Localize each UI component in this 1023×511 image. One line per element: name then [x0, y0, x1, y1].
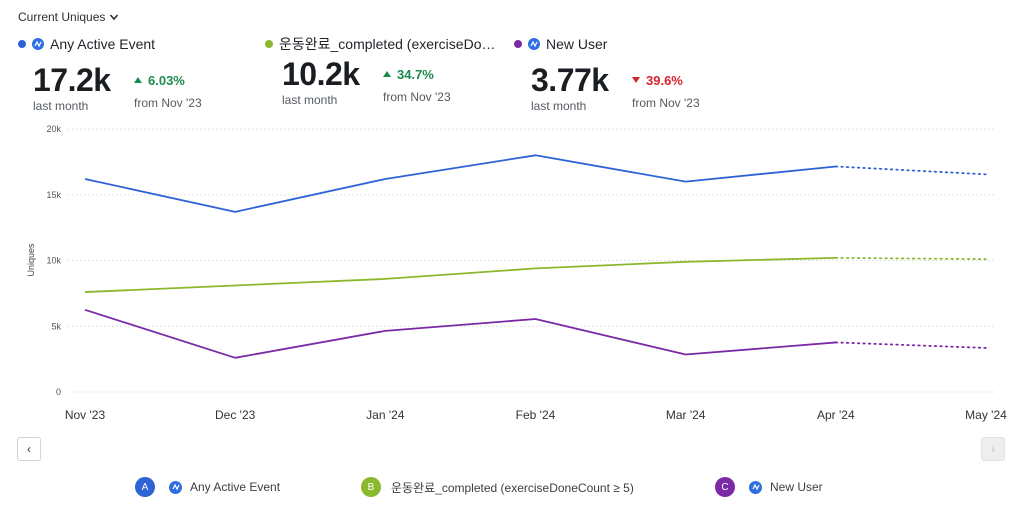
metric-value-block: 17.2k last month	[33, 64, 111, 113]
metric-delta: 34.7%	[397, 67, 434, 82]
metric-value-block: 3.77k last month	[531, 64, 609, 113]
metric-period: last month	[531, 99, 587, 113]
series-card-exercise-completed: 운동완료_completed (exerciseDo…	[265, 34, 495, 54]
chevron-down-icon	[110, 14, 119, 21]
legend-badge: C	[715, 477, 735, 497]
metric-delta: 39.6%	[646, 73, 683, 88]
series-projection-line	[834, 165, 987, 176]
arrow-up-icon	[383, 71, 391, 77]
event-icon	[749, 480, 762, 494]
y-tick-label: 15k	[46, 190, 61, 200]
x-tick-label: Jan '24	[366, 408, 405, 422]
y-tick-label: 10k	[46, 256, 61, 266]
event-icon	[32, 38, 44, 50]
line-chart: Uniques 0 5k 10k 15k 20k Nov '23 Dec '23 Jan '2…	[26, 124, 1007, 422]
series-line	[84, 308, 836, 359]
metric-delta-block: 34.7% from Nov '23	[383, 67, 451, 104]
legend-label: 운동완료_completed (exerciseDoneCount ≥ 5)	[391, 480, 634, 495]
event-icon	[169, 480, 182, 494]
series-projection-line	[834, 341, 987, 349]
x-tick-label: Nov '23	[65, 408, 106, 422]
y-tick-label: 20k	[46, 124, 61, 134]
metric-value: 3.77k	[531, 62, 609, 98]
series-name: 운동완료_completed (exerciseDo…	[279, 36, 496, 52]
metric-value: 10.2k	[282, 56, 360, 92]
arrow-down-icon	[632, 77, 640, 83]
next-page-button[interactable]: ›	[981, 437, 1005, 461]
legend-item-b[interactable]: B 운동완료_completed (exerciseDoneCount ≥ 5)	[361, 477, 634, 497]
series-card-any-active-event: Any Active Event	[18, 36, 155, 52]
series-projection-line	[834, 256, 987, 261]
x-tick-label: Dec '23	[215, 408, 256, 422]
x-tick-label: May '24	[965, 408, 1007, 422]
metric-value: 17.2k	[33, 62, 111, 98]
series-color-dot	[265, 40, 273, 48]
metric-period: last month	[33, 99, 89, 113]
metric-delta: 6.03%	[148, 73, 185, 88]
legend-badge: B	[361, 477, 381, 497]
metric-selector-dropdown[interactable]: Current Uniques	[18, 10, 119, 24]
x-tick-label: Apr '24	[817, 408, 855, 422]
metric-comparison: from Nov '23	[632, 96, 700, 110]
previous-page-button[interactable]: ‹	[17, 437, 41, 461]
metric-comparison: from Nov '23	[383, 90, 451, 104]
y-axis-label: Uniques	[26, 243, 36, 277]
series-card-new-user: New User	[514, 36, 607, 52]
series-name: New User	[546, 36, 608, 52]
legend-badge: A	[135, 477, 155, 497]
y-tick-label: 0	[56, 387, 61, 397]
x-tick-label: Mar '24	[666, 408, 706, 422]
metric-period: last month	[282, 93, 338, 107]
chevron-left-icon: ‹	[27, 442, 31, 456]
legend-label: Any Active Event	[190, 480, 281, 494]
legend-label: New User	[770, 480, 823, 494]
chevron-right-icon: ›	[991, 442, 995, 456]
legend-item-a[interactable]: A Any Active Event	[135, 477, 280, 497]
series-line	[84, 154, 836, 213]
metric-value-block: 10.2k last month	[282, 58, 360, 107]
metric-selector-label: Current Uniques	[18, 10, 106, 24]
series-name: Any Active Event	[50, 36, 156, 52]
metric-delta-block: 6.03% from Nov '23	[134, 73, 202, 110]
metric-delta-block: 39.6% from Nov '23	[632, 73, 700, 110]
y-tick-label: 5k	[51, 321, 61, 331]
series-color-dot	[514, 40, 522, 48]
metric-comparison: from Nov '23	[134, 96, 202, 110]
x-tick-label: Feb '24	[516, 408, 556, 422]
series-line	[84, 256, 836, 293]
legend-item-c[interactable]: C New User	[715, 477, 823, 497]
event-icon	[528, 38, 540, 50]
arrow-up-icon	[134, 77, 142, 83]
series-color-dot	[18, 40, 26, 48]
